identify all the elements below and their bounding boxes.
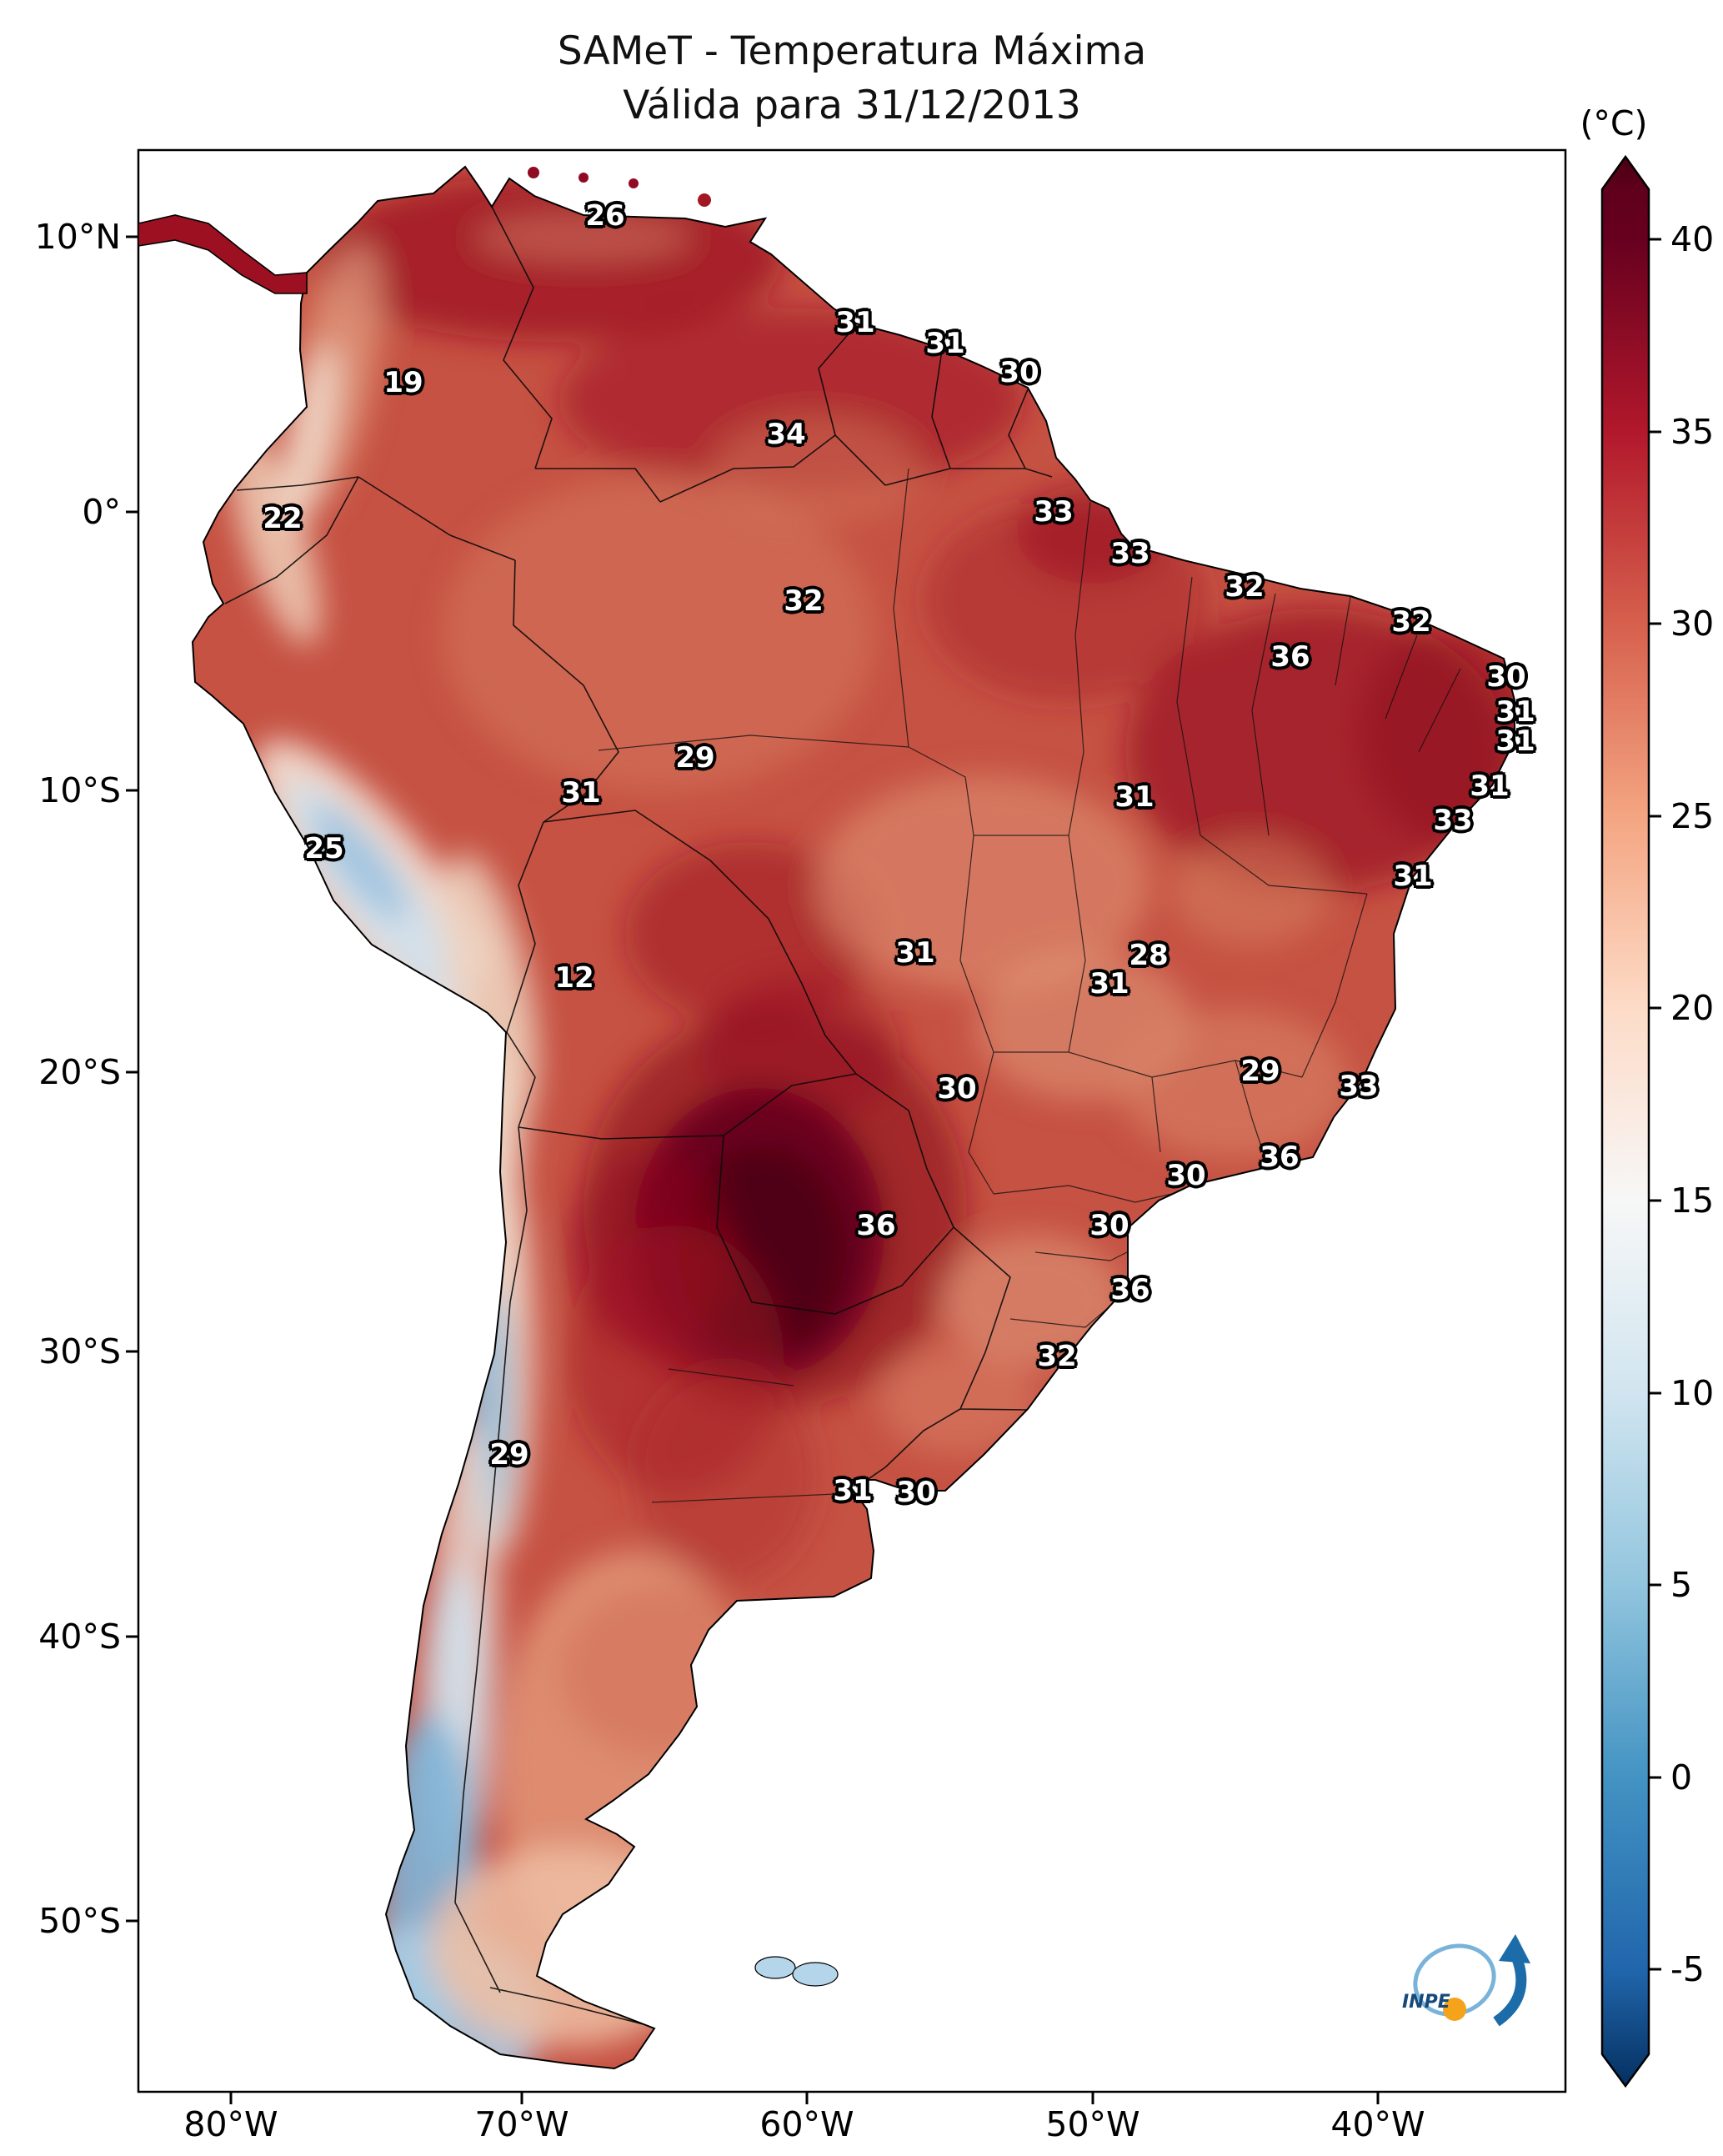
- figure-title: SAMeT - Temperatura Máxima Válida para 3…: [138, 25, 1565, 133]
- inpe-logo-text: INPE: [1402, 1992, 1450, 2013]
- colorbar-tick-mark: [1649, 815, 1661, 818]
- temp-value-label: 31: [1495, 695, 1535, 729]
- colorbar-tick-label: 35: [1670, 412, 1715, 452]
- inpe-logo: INPE: [1402, 1934, 1530, 2027]
- colorbar-tick-label: 20: [1670, 988, 1715, 1028]
- temp-value-label: 32: [784, 584, 824, 618]
- temp-value-label: 36: [1110, 1273, 1150, 1306]
- x-tick-label: 70°W: [474, 2104, 569, 2144]
- temp-value-label: 32: [1225, 570, 1265, 604]
- colorbar-tick-label: 5: [1670, 1565, 1693, 1605]
- x-tick-label: 60°W: [759, 2104, 854, 2144]
- y-tick-label: 10°S: [38, 770, 121, 810]
- temp-value-label: 30: [1089, 1209, 1129, 1242]
- country-borders: [224, 206, 1053, 2028]
- x-tick-label: 40°W: [1330, 2104, 1425, 2144]
- colorbar-unit-label: (°C): [1580, 103, 1648, 143]
- colorbar-tick-mark: [1649, 1199, 1661, 1202]
- y-tick-mark: [126, 1350, 138, 1353]
- caribbean-islands: [528, 167, 711, 207]
- temp-value-label: 25: [304, 832, 344, 865]
- temp-value-label: 36: [1270, 640, 1310, 674]
- x-tick-mark: [1376, 2092, 1380, 2104]
- colorbar-tick-label: 0: [1670, 1757, 1693, 1798]
- y-tick-label: 20°S: [38, 1052, 121, 1092]
- x-tick-label: 50°W: [1045, 2104, 1140, 2144]
- x-tick-mark: [229, 2092, 233, 2104]
- colorbar-tick-mark: [1649, 1968, 1661, 1971]
- state-borders: [598, 468, 1461, 1503]
- temp-value-label: 26: [585, 199, 625, 233]
- y-tick-mark: [126, 789, 138, 792]
- temp-value-label: 28: [1129, 939, 1169, 972]
- x-tick-label: 80°W: [183, 2104, 278, 2144]
- colorbar-tick-label: 30: [1670, 604, 1715, 644]
- temp-value-label: 32: [1391, 605, 1431, 639]
- falkland-islands: [754, 1956, 839, 1987]
- temp-value-label: 29: [489, 1438, 529, 1472]
- temp-value-label: 32: [1037, 1340, 1077, 1373]
- colorbar-tick-label: 15: [1670, 1181, 1715, 1221]
- colorbar-tick-label: 25: [1670, 796, 1715, 836]
- title-line2: Válida para 31/12/2013: [623, 82, 1081, 128]
- temp-value-label: 31: [1089, 967, 1129, 1000]
- colorbar-tick-mark: [1649, 622, 1661, 625]
- colorbar-tick-mark: [1649, 1776, 1661, 1779]
- y-tick-mark: [126, 1635, 138, 1638]
- temp-value-label: 31: [833, 1474, 873, 1507]
- temp-value-label: 19: [383, 366, 423, 399]
- colorbar-tick-label: -5: [1670, 1949, 1705, 1989]
- temp-value-label: 31: [1393, 860, 1433, 893]
- y-tick-label: 40°S: [38, 1617, 121, 1657]
- y-tick-label: 50°S: [38, 1901, 121, 1941]
- temp-value-label: 34: [766, 418, 806, 451]
- y-tick-label: 0°: [82, 492, 121, 532]
- y-tick-label: 10°N: [34, 217, 121, 257]
- title-line1: SAMeT - Temperatura Máxima: [557, 28, 1147, 74]
- temp-value-label: 30: [896, 1476, 936, 1509]
- temp-value-label: 30: [1166, 1159, 1206, 1192]
- temp-value-label: 30: [999, 356, 1039, 389]
- temp-value-label: 12: [554, 961, 594, 995]
- y-tick-label: 30°S: [38, 1331, 121, 1371]
- y-tick-mark: [126, 1919, 138, 1923]
- temp-value-label: 29: [675, 741, 715, 775]
- colorbar-tick-mark: [1649, 1006, 1661, 1010]
- y-tick-mark: [126, 1070, 138, 1074]
- x-tick-mark: [805, 2092, 809, 2104]
- colorbar-tick-mark: [1649, 1391, 1661, 1395]
- temp-value-label: 31: [895, 936, 935, 970]
- y-tick-mark: [126, 510, 138, 514]
- temp-value-label: 31: [1495, 725, 1535, 758]
- temp-value-label: 36: [856, 1209, 896, 1242]
- temp-value-label: 33: [1433, 804, 1473, 837]
- temp-value-label: 30: [1486, 660, 1526, 694]
- colorbar-tick-mark: [1649, 238, 1661, 241]
- x-tick-mark: [520, 2092, 523, 2104]
- temp-value-label: 31: [1114, 780, 1155, 814]
- temp-value-label: 31: [835, 306, 875, 339]
- colorbar-tick-label: 40: [1670, 219, 1715, 259]
- temp-value-label: 29: [1240, 1055, 1280, 1088]
- temp-value-label: 31: [925, 327, 965, 360]
- temp-value-label: 22: [263, 502, 303, 535]
- temp-value-label: 31: [561, 776, 601, 810]
- temp-value-label: 33: [1339, 1070, 1379, 1103]
- temp-value-label: 33: [1034, 495, 1074, 529]
- temp-value-label: 30: [937, 1072, 977, 1106]
- y-tick-mark: [126, 235, 138, 238]
- temp-value-label: 36: [1260, 1141, 1300, 1174]
- temp-value-label: 31: [1470, 770, 1510, 803]
- x-tick-mark: [1091, 2092, 1094, 2104]
- temp-value-label: 33: [1110, 537, 1150, 570]
- colorbar-gradient: [1600, 154, 1650, 2088]
- colorbar-tick-mark: [1649, 430, 1661, 434]
- colorbar-tick-label: 10: [1670, 1373, 1715, 1413]
- colorbar-tick-mark: [1649, 1583, 1661, 1587]
